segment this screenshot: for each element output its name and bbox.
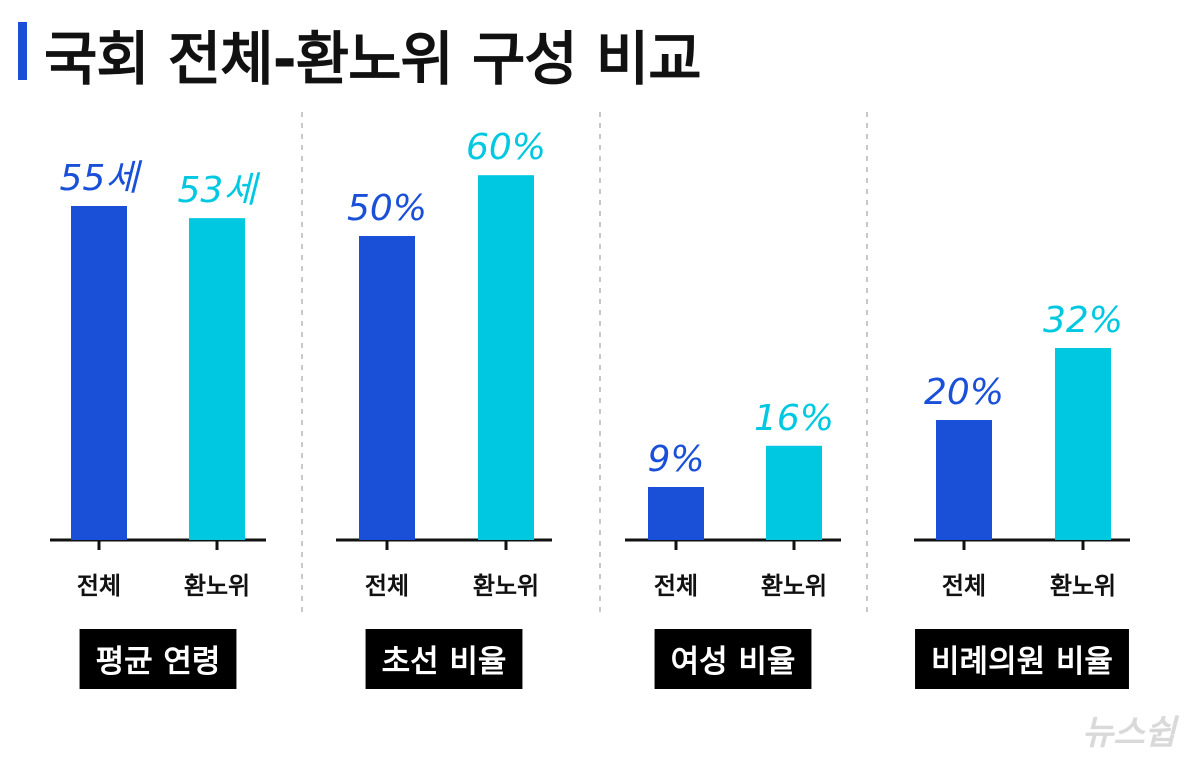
tick-label-2-1: 전체	[365, 572, 409, 600]
bar-3-2	[766, 445, 822, 540]
tick-label-4-2: 환노위	[1050, 572, 1116, 600]
group-title-box-1	[79, 629, 237, 689]
data-label-1-1: 55세	[60, 158, 143, 199]
group-title-4: 비례의원 비율	[931, 644, 1113, 680]
bar-1-2	[189, 218, 245, 541]
data-label-2-2: 60%	[466, 127, 546, 168]
watermark-logo: 뉴스쉽	[1082, 713, 1176, 753]
tick-label-2-2: 환노위	[473, 572, 539, 600]
bar-4-2	[1055, 348, 1111, 540]
group-title-2: 초선 비율	[382, 644, 507, 680]
data-label-1-2: 53세	[178, 170, 261, 211]
group-title-3: 여성 비율	[671, 644, 796, 680]
group-title-1: 평균 연령	[96, 644, 221, 680]
data-label-3-1: 9%	[647, 439, 704, 480]
group-title-box-2	[365, 629, 523, 689]
bar-3-1	[648, 487, 704, 540]
group-title-box-4	[915, 629, 1129, 689]
bar-2-2	[478, 175, 534, 540]
title-accent-bar	[18, 22, 27, 80]
bar-2-1	[359, 236, 415, 540]
tick-label-3-1: 전체	[654, 572, 698, 600]
data-label-4-1: 20%	[924, 372, 1004, 413]
data-label-2-1: 50%	[347, 188, 427, 229]
tick-label-1-1: 전체	[77, 572, 121, 600]
tick-label-3-2: 환노위	[761, 572, 827, 600]
data-label-3-2: 16%	[754, 398, 834, 439]
tick-label-1-2: 환노위	[184, 572, 250, 600]
tick-label-4-1: 전체	[942, 572, 986, 600]
data-label-4-2: 32%	[1043, 300, 1123, 341]
page-title: 국회 전체-환노위 구성 비교	[44, 25, 702, 93]
group-title-box-3	[654, 629, 812, 689]
bar-4-1	[936, 420, 992, 540]
bar-1-1	[71, 206, 127, 540]
